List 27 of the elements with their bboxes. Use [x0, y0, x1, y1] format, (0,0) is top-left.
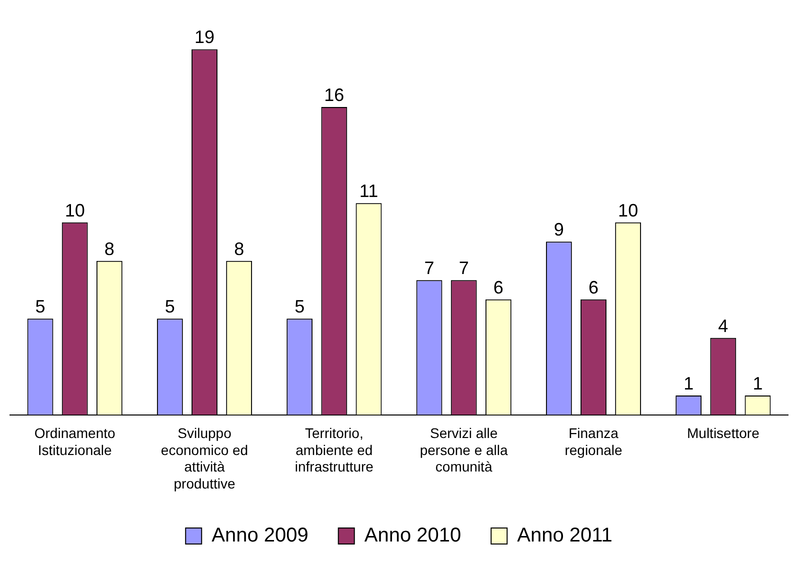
data-label: 1 — [684, 374, 694, 394]
x-tick-label: Servizi alle persone e alla comunità — [420, 425, 508, 475]
data-label: 1 — [752, 374, 763, 394]
x-tick-label: Finanza regionale — [564, 425, 623, 458]
data-label: 5 — [294, 296, 305, 317]
data-label: 4 — [718, 316, 728, 336]
data-label: 10 — [64, 200, 85, 220]
x-tick-label: Territorio, ambiente ed infrastrutture — [294, 425, 374, 475]
data-label: 16 — [324, 84, 344, 105]
data-label: 7 — [424, 258, 434, 278]
data-label: 6 — [493, 277, 504, 298]
data-label: 10 — [618, 200, 638, 220]
data-label: 7 — [458, 258, 469, 278]
data-label: 6 — [588, 277, 599, 298]
data-label: 8 — [104, 238, 114, 259]
x-tick-label: Multisettore — [686, 425, 760, 442]
legend-label: Anno 2010 — [364, 524, 462, 547]
data-label: 11 — [359, 181, 378, 202]
x-tick-label: Sviluppo economico ed attività produttive — [160, 425, 248, 492]
data-label: 8 — [234, 238, 244, 259]
legend-label: Anno 2011 — [517, 524, 612, 547]
data-label: 5 — [35, 296, 46, 317]
legend-label: Anno 2009 — [212, 524, 308, 547]
data-label: 19 — [194, 27, 215, 48]
x-tick-label: Ordinamento Istituzionale — [34, 425, 116, 458]
data-label: 9 — [554, 220, 564, 240]
data-label: 5 — [164, 296, 175, 317]
